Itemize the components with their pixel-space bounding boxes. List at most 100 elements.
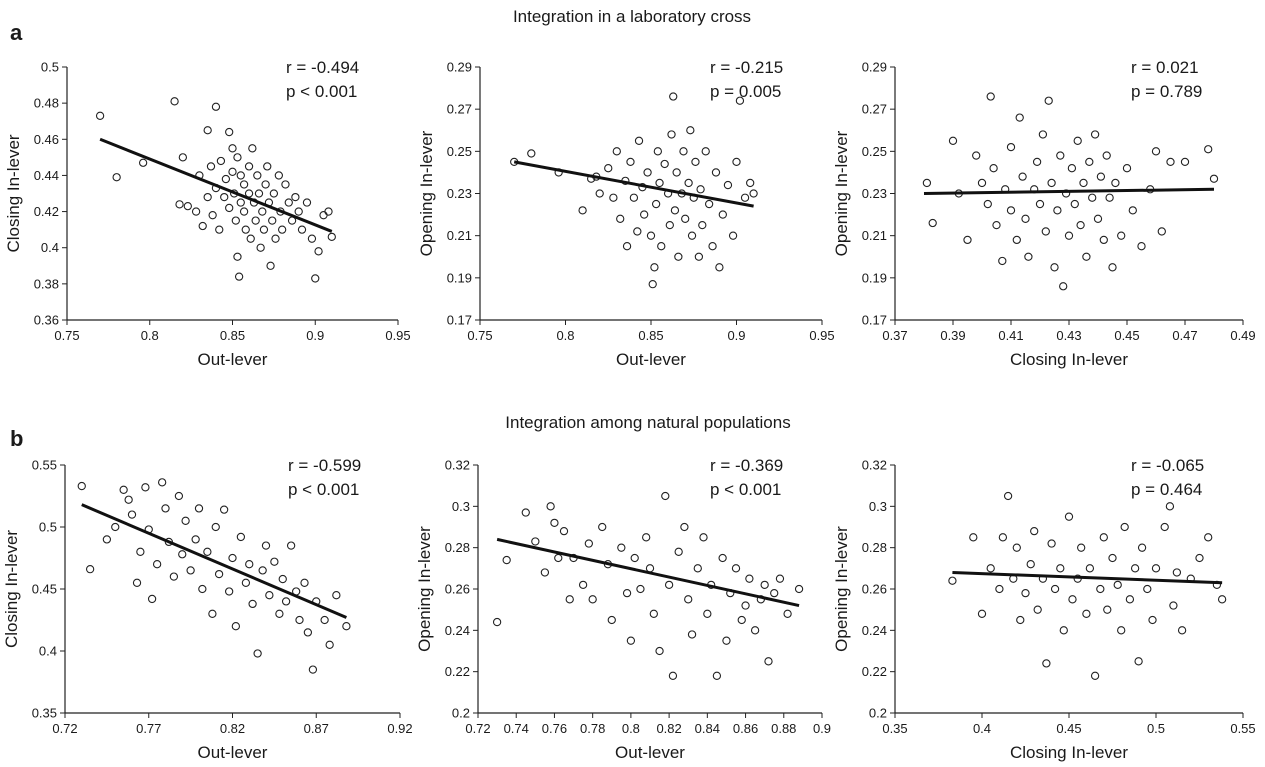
chart-4-point <box>119 485 128 494</box>
chart-1-point <box>274 171 283 180</box>
chart-2-point <box>643 168 652 177</box>
chart-3-point <box>1012 235 1021 245</box>
chart-4-point <box>308 665 318 674</box>
chart-6-y-tick-label: 0.22 <box>862 664 887 679</box>
chart-4-point <box>77 481 86 491</box>
chart-2-point <box>633 227 642 236</box>
chart-5-point <box>598 522 607 532</box>
chart-1-p-value: p < 0.001 <box>286 82 357 101</box>
chart-1-y-tick-label: 0.38 <box>34 276 59 291</box>
chart-2-point <box>626 157 635 167</box>
chart-2-point <box>687 231 697 240</box>
chart-2-point <box>634 136 644 145</box>
chart-4-point <box>174 491 184 501</box>
chart-6-point <box>1165 502 1175 511</box>
chart-6-y-tick-label: 0.24 <box>862 623 887 638</box>
chart-4-point <box>320 615 329 625</box>
chart-5-x-tick-label: 0.84 <box>695 721 720 736</box>
chart-1-point <box>324 207 333 216</box>
chart-4-point <box>253 649 262 658</box>
chart-2-regression-line <box>513 160 754 208</box>
chart-4-point <box>265 591 274 600</box>
chart-5: 0.2 0.22 0.24 0.26 0.28 0.3 0.32 0.72 0.74 0.76 0.… <box>415 456 831 762</box>
chart-4-x-tick-label: 0.77 <box>136 721 161 736</box>
chart-1-point <box>244 162 254 171</box>
chart-5-point <box>703 609 712 618</box>
chart-1-point <box>261 180 270 189</box>
chart-1-point <box>307 234 317 243</box>
chart-5-point <box>559 526 569 536</box>
chart-2-point <box>622 242 632 251</box>
chart-5-point <box>750 626 760 635</box>
chart-5-x-axis-label: Out-lever <box>615 743 685 762</box>
chart-5-point <box>674 547 683 556</box>
chart-6-point <box>1103 605 1112 614</box>
chart-2-point <box>651 199 661 209</box>
chart-3-point <box>1122 164 1132 173</box>
chart-1-point <box>191 207 201 216</box>
chart-4-point <box>198 584 207 594</box>
chart-1-regression-line <box>99 137 333 233</box>
chart-2-point <box>595 189 604 198</box>
chart-2-point <box>732 157 741 167</box>
chart-4-point <box>236 532 246 542</box>
chart-4-point <box>102 535 112 544</box>
chart-2-point <box>527 149 536 158</box>
chart-2-point <box>640 210 649 219</box>
chart-2-y-tick-label: 0.29 <box>447 60 472 75</box>
chart-5-point <box>722 636 731 645</box>
chart-6-point <box>1021 588 1030 598</box>
chart-4-point <box>136 547 145 556</box>
chart-4-point <box>325 640 334 649</box>
chart-1-point <box>266 261 275 270</box>
chart-2-point <box>686 126 695 135</box>
chart-3-x-axis-label: Closing In-lever <box>1010 350 1128 369</box>
chart-6-point <box>1030 526 1039 536</box>
chart-1-point <box>225 127 234 137</box>
chart-1-point <box>208 211 217 220</box>
chart-6-r-value: r = -0.065 <box>1131 456 1204 475</box>
chart-4-point <box>241 578 251 587</box>
chart-6-point <box>1090 671 1100 680</box>
chart-1-point <box>239 180 249 189</box>
chart-2-point <box>698 220 707 230</box>
chart-1: 0.36 0.38 0.4 0.42 0.44 0.46 0.48 0.5 0.75 0.8 0.8… <box>4 58 411 369</box>
chart-2-point <box>681 214 690 223</box>
chart-1-point <box>178 153 187 162</box>
chart-1-y-tick-label: 0.4 <box>41 240 59 255</box>
chart-1-point <box>236 198 245 207</box>
chart-2-point <box>708 242 717 251</box>
chart-5-x-tick-label: 0.86 <box>733 721 758 736</box>
chart-1-point <box>269 189 279 198</box>
chart-2-x-tick-label: 0.9 <box>727 328 745 343</box>
chart-3-point <box>1041 227 1050 236</box>
chart-3-point <box>989 164 998 173</box>
chart-3-point <box>1204 145 1213 154</box>
chart-4-point <box>124 495 133 504</box>
chart-2-point <box>657 242 666 251</box>
chart-3-y-tick-label: 0.25 <box>862 144 887 159</box>
chart-3-r-value: r = 0.021 <box>1131 58 1199 77</box>
chart-1-y-tick-label: 0.48 <box>34 96 59 111</box>
panel-letter-a: a <box>10 20 23 45</box>
chart-4-point <box>85 565 95 574</box>
chart-2-point <box>674 252 683 261</box>
chart-5-point <box>794 584 804 594</box>
chart-3-point <box>1209 174 1219 183</box>
chart-3-point <box>963 235 972 245</box>
chart-5-point <box>741 601 750 610</box>
chart-1-point <box>277 225 287 234</box>
chart-3-y-tick-label: 0.27 <box>862 102 887 117</box>
chart-6-x-tick-label: 0.55 <box>1230 721 1255 736</box>
chart-3-point <box>1053 206 1062 215</box>
chart-4-p-value: p < 0.001 <box>288 480 359 499</box>
chart-2-x-tick-label: 0.85 <box>638 328 663 343</box>
chart-6-point <box>1016 615 1025 625</box>
chart-5-point <box>664 580 674 590</box>
chart-1-y-tick-label: 0.5 <box>41 60 59 75</box>
chart-4-y-tick-label: 0.55 <box>32 458 57 473</box>
chart-6-point <box>1217 595 1227 604</box>
chart-1-point <box>268 216 277 225</box>
chart-4-point <box>152 560 162 569</box>
chart-5-r-value: r = -0.369 <box>710 456 783 475</box>
